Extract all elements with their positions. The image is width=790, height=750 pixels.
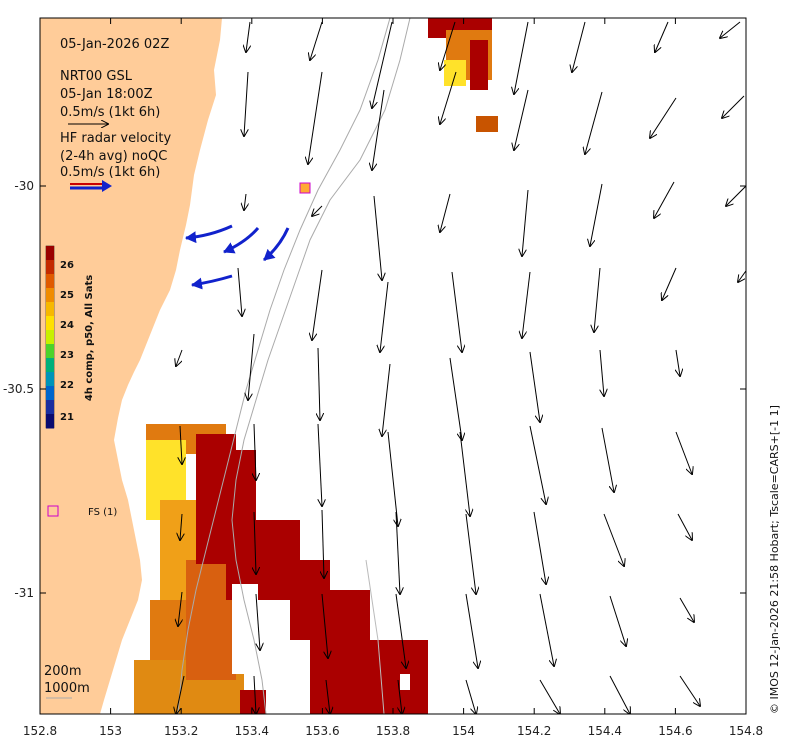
date-label: 05-Jan-2026 02Z xyxy=(60,37,169,52)
x-tick-label: 154.8 xyxy=(729,724,763,738)
station-marker xyxy=(47,505,59,517)
colorbar-tick: 22 xyxy=(60,380,74,391)
x-axis: 152.8 153 153.2 153.4 153.6 153.8 154 154.2 154.… xyxy=(23,18,763,738)
colorbar-tick: 24 xyxy=(60,320,74,331)
x-tick-label: 154.2 xyxy=(517,724,551,738)
x-tick-label: 153.8 xyxy=(376,724,410,738)
isobath-200m xyxy=(177,18,391,714)
model-time-label: 05-Jan 18:00Z xyxy=(60,87,153,102)
x-tick-label: 152.8 xyxy=(23,724,57,738)
hf-label-2: (2-4h avg) noQC xyxy=(60,149,167,164)
land-mass xyxy=(40,18,222,714)
model-arrows xyxy=(176,21,746,714)
colorbar-tick: 21 xyxy=(60,412,74,423)
hf-label-1: HF radar velocity xyxy=(60,131,172,146)
model-scale-label: 0.5m/s (1kt 6h) xyxy=(60,105,160,120)
model-label: NRT00 GSL xyxy=(60,69,133,84)
y-tick-label: -31 xyxy=(14,586,34,600)
isobath-1000m xyxy=(231,18,411,714)
x-tick-label: 154.4 xyxy=(588,724,622,738)
x-tick-label: 154.6 xyxy=(658,724,692,738)
sst-patches xyxy=(134,18,498,714)
y-tick-label: -30 xyxy=(14,179,34,193)
x-tick-label: 153 xyxy=(99,724,122,738)
x-tick-label: 153.6 xyxy=(305,724,339,738)
isobath-label-200: 200m xyxy=(44,664,81,679)
buoy-marker xyxy=(299,182,311,194)
x-tick-label: 154 xyxy=(452,724,475,738)
colorbar-tick: 23 xyxy=(60,350,74,361)
hf-scale-arrow xyxy=(70,180,112,192)
colorbar: 26 25 24 23 22 21 xyxy=(45,245,74,429)
colorbar-title: 4h comp, p50, All Sats xyxy=(84,275,95,401)
isobath-label-1000: 1000m xyxy=(44,681,90,696)
credit-text: © IMOS 12-Jan-2026 21:58 Hobart; Tscale=… xyxy=(768,405,781,714)
x-tick-label: 153.4 xyxy=(235,724,269,738)
colorbar-tick: 25 xyxy=(60,290,74,301)
hf-radar-arrows xyxy=(185,224,290,290)
isobath-offshore xyxy=(365,559,385,714)
station-label: FS (1) xyxy=(88,507,117,518)
x-tick-label: 153.2 xyxy=(164,724,198,738)
y-axis: -30 -30.5 -31 xyxy=(3,179,746,600)
y-tick-label: -30.5 xyxy=(3,382,34,396)
hf-scale-label: 0.5m/s (1kt 6h) xyxy=(60,165,160,180)
colorbar-tick: 26 xyxy=(60,260,74,271)
